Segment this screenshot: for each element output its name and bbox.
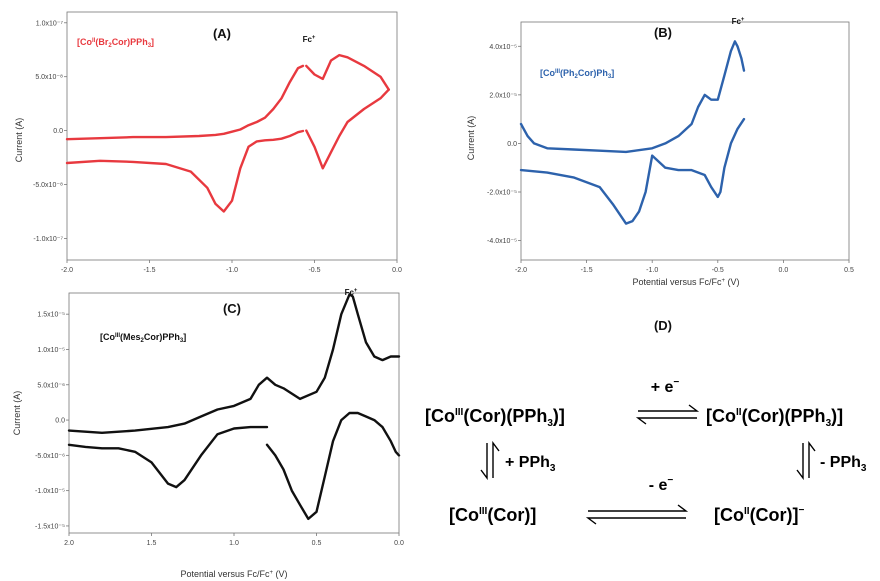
panel-a-ylabel: Current (A) bbox=[14, 118, 24, 163]
y-tick-label: 5.0x10⁻⁸ bbox=[35, 74, 63, 81]
cv-curve-segment-3 bbox=[305, 88, 390, 170]
x-tick-label: 0.0 bbox=[779, 267, 789, 274]
panel-d-letter: (D) bbox=[654, 318, 672, 333]
y-tick-label: -5.0x10⁻⁶ bbox=[35, 453, 65, 460]
panel-a-letter: (A) bbox=[213, 26, 231, 41]
panel-c-letter: (C) bbox=[223, 301, 241, 316]
panel-a-fc-label: Fc+ bbox=[303, 35, 316, 44]
x-tick-label: -1.0 bbox=[226, 267, 238, 274]
scheme-bottom-right: [CoII(Cor)]− bbox=[714, 505, 805, 525]
scheme-bottom-left: [CoIII(Cor)] bbox=[449, 505, 536, 525]
panel-d-scheme: (D) [CoIII(Cor)(PPh3)] [CoII(Cor)(PPh3)]… bbox=[425, 318, 867, 525]
panel-c-curves bbox=[67, 293, 401, 521]
equilibrium-arrow-bottom bbox=[585, 504, 689, 525]
panel-c-ticks: 2.0 1.5 1.0 0.5 0.0 1.5x10⁻⁵ 1.0x10⁻⁵ 5.0x10⁻⁶ 0… bbox=[35, 312, 404, 547]
y-tick-label: -1.0x10⁻⁵ bbox=[35, 488, 65, 495]
scheme-top-arrow-label: + e− bbox=[651, 377, 680, 396]
cv-curve-segment-1 bbox=[67, 293, 401, 434]
y-tick-label: 1.5x10⁻⁵ bbox=[37, 312, 65, 319]
x-tick-label: 0.5 bbox=[312, 540, 322, 547]
panel-c-compound: [CoIII(Mes2Cor)PPh3] bbox=[100, 332, 186, 344]
x-tick-label: 2.0 bbox=[64, 540, 74, 547]
scheme-bottom-arrow-label: - e− bbox=[649, 475, 674, 494]
panel-a: -2.0 -1.5 -1.0 -0.5 0.0 1.0x10⁻⁷ 5.0x10⁻⁸ 0.0 -5… bbox=[14, 11, 402, 274]
panel-c-fc-label: Fc+ bbox=[345, 288, 358, 297]
x-tick-label: -0.5 bbox=[712, 267, 724, 274]
panel-c-ylabel: Current (A) bbox=[12, 391, 22, 436]
y-tick-label: 0.0 bbox=[55, 418, 65, 425]
panel-b-fc-label: Fc+ bbox=[732, 17, 745, 26]
y-tick-label: 1.0x10⁻⁷ bbox=[36, 20, 64, 27]
panel-b: -2.0 -1.5 -1.0 -0.5 0.0 0.5 4.0x10⁻⁵ 2.0x10⁻⁵ 0.… bbox=[466, 17, 854, 287]
cv-curve-segment-2 bbox=[65, 64, 305, 141]
scheme-right-arrow-label: - PPh3 bbox=[820, 454, 867, 474]
panel-a-frame bbox=[66, 11, 398, 261]
equilibrium-arrow-right bbox=[796, 440, 816, 481]
panel-c: 2.0 1.5 1.0 0.5 0.0 1.5x10⁻⁵ 1.0x10⁻⁵ 5.0x10⁻⁶ 0… bbox=[12, 288, 404, 579]
y-tick-label: -1.0x10⁻⁷ bbox=[33, 236, 63, 243]
scheme-top-left: [CoIII(Cor)(PPh3)] bbox=[425, 406, 565, 429]
x-tick-label: -1.5 bbox=[143, 267, 155, 274]
x-tick-label: -2.0 bbox=[515, 267, 527, 274]
panel-b-curves bbox=[519, 40, 746, 225]
cv-curve-segment-2 bbox=[519, 117, 746, 225]
cv-curve-segment-2 bbox=[265, 411, 401, 521]
x-tick-label: 1.0 bbox=[229, 540, 239, 547]
y-tick-label: 2.0x10⁻⁵ bbox=[489, 92, 517, 99]
y-tick-label: -1.5x10⁻⁵ bbox=[35, 523, 65, 530]
cv-curve-segment-1 bbox=[65, 129, 305, 213]
cv-curve-segment-4 bbox=[305, 53, 390, 91]
y-tick-label: -4.0x10⁻⁵ bbox=[487, 238, 517, 245]
y-tick-label: 5.0x10⁻⁶ bbox=[37, 382, 65, 389]
y-tick-label: -5.0x10⁻⁸ bbox=[33, 182, 63, 189]
y-tick-label: 0.0 bbox=[53, 128, 63, 135]
y-tick-label: -2.0x10⁻⁵ bbox=[487, 190, 517, 197]
panel-b-ticks: -2.0 -1.5 -1.0 -0.5 0.0 0.5 4.0x10⁻⁵ 2.0x10⁻⁵ 0.… bbox=[487, 44, 854, 274]
equilibrium-arrow-top bbox=[635, 404, 700, 425]
panel-b-ylabel: Current (A) bbox=[466, 116, 476, 161]
x-tick-label: 0.5 bbox=[844, 267, 854, 274]
y-tick-label: 0.0 bbox=[507, 141, 517, 148]
y-tick-label: 1.0x10⁻⁵ bbox=[37, 347, 65, 354]
panel-a-curves bbox=[65, 53, 390, 213]
panel-a-compound: [CoII(Br2Cor)PPh3] bbox=[77, 37, 154, 49]
panel-b-letter: (B) bbox=[654, 25, 672, 40]
scheme-top-right: [CoII(Cor)(PPh3)] bbox=[706, 406, 843, 429]
panel-c-xlabel: Potential versus Fc/Fc+ (V) bbox=[180, 569, 287, 579]
cv-curve-segment-3 bbox=[67, 425, 269, 489]
panel-b-frame bbox=[520, 21, 850, 261]
scheme-left-arrow-label: + PPh3 bbox=[505, 454, 556, 474]
equilibrium-arrow-left bbox=[480, 440, 500, 481]
x-tick-label: -1.0 bbox=[646, 267, 658, 274]
x-tick-label: -1.5 bbox=[581, 267, 593, 274]
x-tick-label: -2.0 bbox=[61, 267, 73, 274]
x-tick-label: 0.0 bbox=[394, 540, 404, 547]
cv-curve-segment-1 bbox=[519, 40, 746, 154]
x-tick-label: 1.5 bbox=[147, 540, 157, 547]
panel-b-compound: [CoIII(Ph2Cor)Ph3] bbox=[540, 68, 614, 80]
x-tick-label: -0.5 bbox=[308, 267, 320, 274]
x-tick-label: 0.0 bbox=[392, 267, 402, 274]
panel-b-xlabel: Potential versus Fc/Fc+ (V) bbox=[632, 277, 739, 287]
panel-a-ticks: -2.0 -1.5 -1.0 -0.5 0.0 1.0x10⁻⁷ 5.0x10⁻⁸ 0.0 -5… bbox=[33, 20, 402, 274]
y-tick-label: 4.0x10⁻⁵ bbox=[489, 44, 517, 51]
